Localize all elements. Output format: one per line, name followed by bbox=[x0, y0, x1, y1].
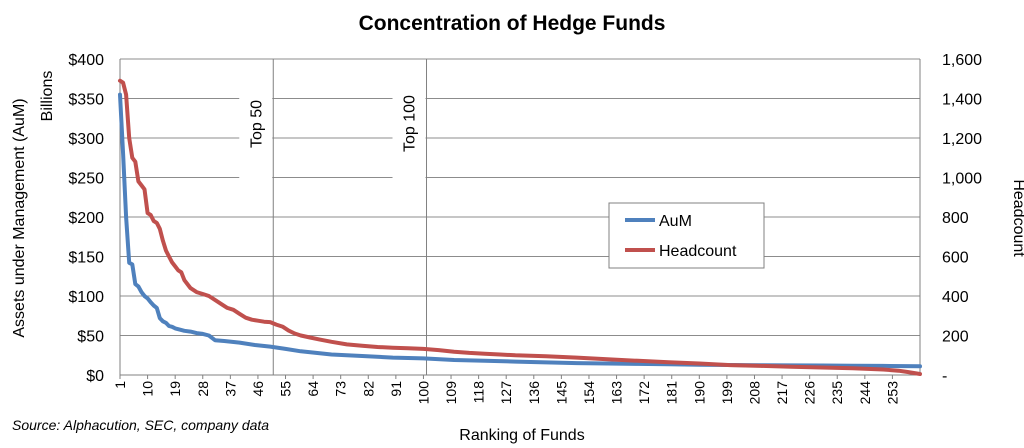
x-axis: 1 10 19 28 37 46 55 64 73 82 91 100 109 118 127 136 145 1… bbox=[112, 375, 900, 404]
y-tick-label-left: $0 bbox=[86, 368, 104, 385]
x-tick-label: 55 bbox=[278, 381, 294, 397]
legend-label: AuM bbox=[659, 213, 692, 230]
x-tick-label: 82 bbox=[360, 381, 376, 397]
annotation-mask bbox=[392, 80, 426, 190]
x-tick-label: 46 bbox=[250, 381, 266, 397]
x-tick-label: 10 bbox=[140, 381, 156, 397]
y-tick-label-right: 1,400 bbox=[942, 92, 982, 109]
y-tick-label-right: - bbox=[942, 368, 947, 385]
x-tick-label: 199 bbox=[719, 381, 735, 405]
legend: AuM Headcount bbox=[608, 202, 765, 269]
y-tick-label-left: $250 bbox=[68, 171, 104, 188]
legend-box bbox=[608, 202, 765, 269]
x-tick-label: 73 bbox=[333, 381, 349, 397]
x-tick-label: 145 bbox=[553, 381, 569, 405]
x-tick-label: 100 bbox=[415, 381, 431, 405]
x-tick-label: 118 bbox=[471, 381, 487, 404]
series-line-headcount bbox=[118, 78, 922, 376]
x-tick-label: 172 bbox=[636, 381, 652, 405]
x-tick-label: 28 bbox=[195, 381, 211, 397]
x-tick-label: 127 bbox=[498, 381, 514, 405]
x-tick-label: 253 bbox=[884, 381, 900, 405]
annotation-mask bbox=[239, 80, 273, 190]
y-tick-label-right: 1,200 bbox=[942, 131, 982, 148]
x-tick-label: 1 bbox=[112, 381, 128, 389]
y-tick-label-left: $150 bbox=[68, 250, 104, 267]
y-tick-label-right: 200 bbox=[942, 329, 969, 346]
x-tick-label: 181 bbox=[664, 381, 680, 405]
x-tick-label: 163 bbox=[609, 381, 625, 405]
x-tick-label: 37 bbox=[222, 381, 238, 397]
y-tick-label-right: 800 bbox=[942, 210, 969, 227]
annotation-label: Top 100 bbox=[402, 95, 419, 152]
y-tick-label-right: 1,600 bbox=[942, 52, 982, 69]
x-tick-label: 217 bbox=[774, 381, 790, 405]
x-tick-label: 64 bbox=[305, 381, 321, 397]
x-axis-label: Ranking of Funds bbox=[459, 427, 584, 444]
y-tick-label-left: $300 bbox=[68, 131, 104, 148]
y-tick-label-left: $350 bbox=[68, 92, 104, 109]
source-note: Source: Alphacution, SEC, company data bbox=[12, 417, 269, 433]
annotations: Top 50 Top 100 bbox=[239, 59, 428, 375]
y-axis-right: - 200 400 600 800 1,000 1,200 1,400 1,600 bbox=[942, 52, 982, 385]
legend-label: Headcount bbox=[659, 243, 737, 260]
series-lines bbox=[118, 78, 922, 376]
y-axis-left: $0 $50 $100 $150 $200 $250 $300 $350 $400 bbox=[68, 52, 104, 385]
x-tick-label: 91 bbox=[388, 381, 404, 397]
y-axis-left-label: Assets under Management (AuM) bbox=[11, 98, 28, 337]
y-tick-label-left: $50 bbox=[77, 329, 104, 346]
x-tick-label: 235 bbox=[829, 381, 845, 405]
y-axis-left-unit: Billions bbox=[39, 71, 56, 122]
x-tick-label: 19 bbox=[167, 381, 183, 397]
y-tick-label-left: $200 bbox=[68, 210, 104, 227]
x-tick-label: 244 bbox=[857, 381, 873, 405]
chart-title: Concentration of Hedge Funds bbox=[359, 12, 666, 35]
y-tick-label-left: $400 bbox=[68, 52, 104, 69]
annotation-label: Top 50 bbox=[248, 100, 265, 148]
x-tick-label: 208 bbox=[746, 381, 762, 405]
y-tick-label-right: 1,000 bbox=[942, 171, 982, 188]
y-axis-right-label: Headcount bbox=[1010, 179, 1024, 257]
y-tick-label-left: $100 bbox=[68, 289, 104, 306]
x-tick-label: 136 bbox=[526, 381, 542, 405]
y-tick-label-right: 600 bbox=[942, 250, 969, 267]
x-tick-label: 190 bbox=[691, 381, 707, 405]
series-line-aum bbox=[118, 92, 922, 369]
y-tick-label-right: 400 bbox=[942, 289, 969, 306]
x-tick-label: 109 bbox=[443, 381, 459, 405]
x-tick-label: 154 bbox=[581, 381, 597, 405]
x-tick-label: 226 bbox=[802, 381, 818, 405]
